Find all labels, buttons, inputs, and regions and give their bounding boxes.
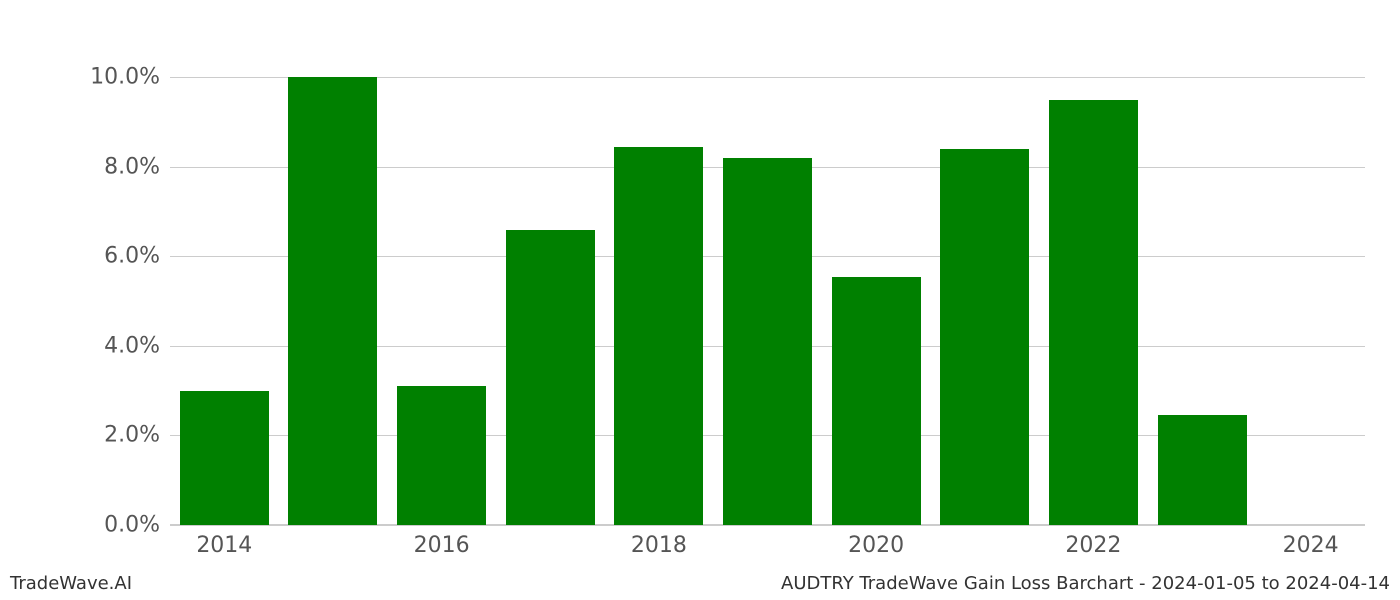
x-tick-label: 2024	[1283, 533, 1339, 558]
bar	[940, 149, 1029, 525]
bar	[723, 158, 812, 525]
bar	[397, 386, 486, 525]
x-tick-label: 2020	[848, 533, 904, 558]
y-tick-label: 2.0%	[104, 423, 160, 448]
x-tick-label: 2022	[1065, 533, 1121, 558]
y-tick-label: 0.0%	[104, 513, 160, 538]
x-tick-label: 2018	[631, 533, 687, 558]
x-tick-label: 2016	[414, 533, 470, 558]
x-tick-label: 2014	[196, 533, 252, 558]
footer-left-text: TradeWave.AI	[10, 573, 132, 594]
bar	[288, 77, 377, 525]
footer-right-text: AUDTRY TradeWave Gain Loss Barchart - 20…	[781, 573, 1390, 594]
bar	[1049, 100, 1138, 525]
bar	[832, 277, 921, 525]
bar	[180, 391, 269, 525]
y-tick-label: 10.0%	[90, 65, 160, 90]
y-tick-label: 6.0%	[104, 244, 160, 269]
y-tick-label: 8.0%	[104, 154, 160, 179]
y-gridline	[170, 525, 1365, 526]
bar	[506, 230, 595, 525]
chart-container: 0.0% 2.0% 4.0% 6.0% 8.0% 10.0% 2014 2016 2018 202…	[0, 0, 1400, 600]
y-tick-label: 4.0%	[104, 333, 160, 358]
bar	[614, 147, 703, 525]
bar	[1158, 415, 1247, 525]
plot-area: 0.0%2.0%4.0%6.0%8.0%10.0%201420162018202…	[170, 55, 1365, 525]
